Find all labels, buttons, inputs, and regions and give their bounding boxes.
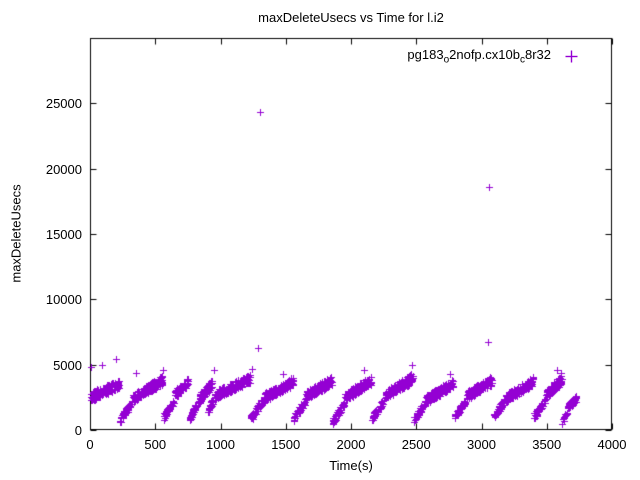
plus-marker-icon — [565, 50, 578, 62]
legend-series-label: pg183o2nofp.cx10bc8r32 — [407, 47, 551, 66]
x-tick-label: 1500 — [271, 437, 301, 452]
x-tick-label: 1000 — [206, 437, 235, 452]
y-tick-label: 0 — [74, 423, 82, 438]
chart-title: maxDeleteUsecs vs Time for l.i2 — [258, 10, 444, 25]
legend-label-part: c — [519, 54, 525, 66]
x-axis-label: Time(s) — [329, 458, 373, 473]
x-tick-label: 4000 — [597, 437, 627, 452]
y-tick-label: 15000 — [45, 227, 82, 242]
x-tick-label: 3000 — [467, 437, 496, 452]
x-tick-label: 3500 — [532, 437, 562, 452]
x-tick-label: 0 — [86, 437, 94, 452]
y-tick-label: 25000 — [45, 96, 82, 112]
y-tick-label: 5000 — [53, 357, 82, 373]
y-tick-label: 10000 — [45, 292, 82, 308]
legend-label-part: o — [443, 54, 450, 66]
x-tick-label: 2000 — [336, 437, 366, 452]
x-tick-label: 500 — [144, 437, 167, 452]
y-tick-label: 20000 — [45, 161, 82, 177]
x-tick-label: 2500 — [401, 437, 431, 452]
legend-label-part: 2nofp.cx10b — [449, 46, 520, 62]
legend: pg183o2nofp.cx10bc8r32 — [407, 47, 578, 66]
legend-label-part: pg183 — [407, 46, 444, 62]
legend-label-part: 8r32 — [524, 46, 551, 62]
